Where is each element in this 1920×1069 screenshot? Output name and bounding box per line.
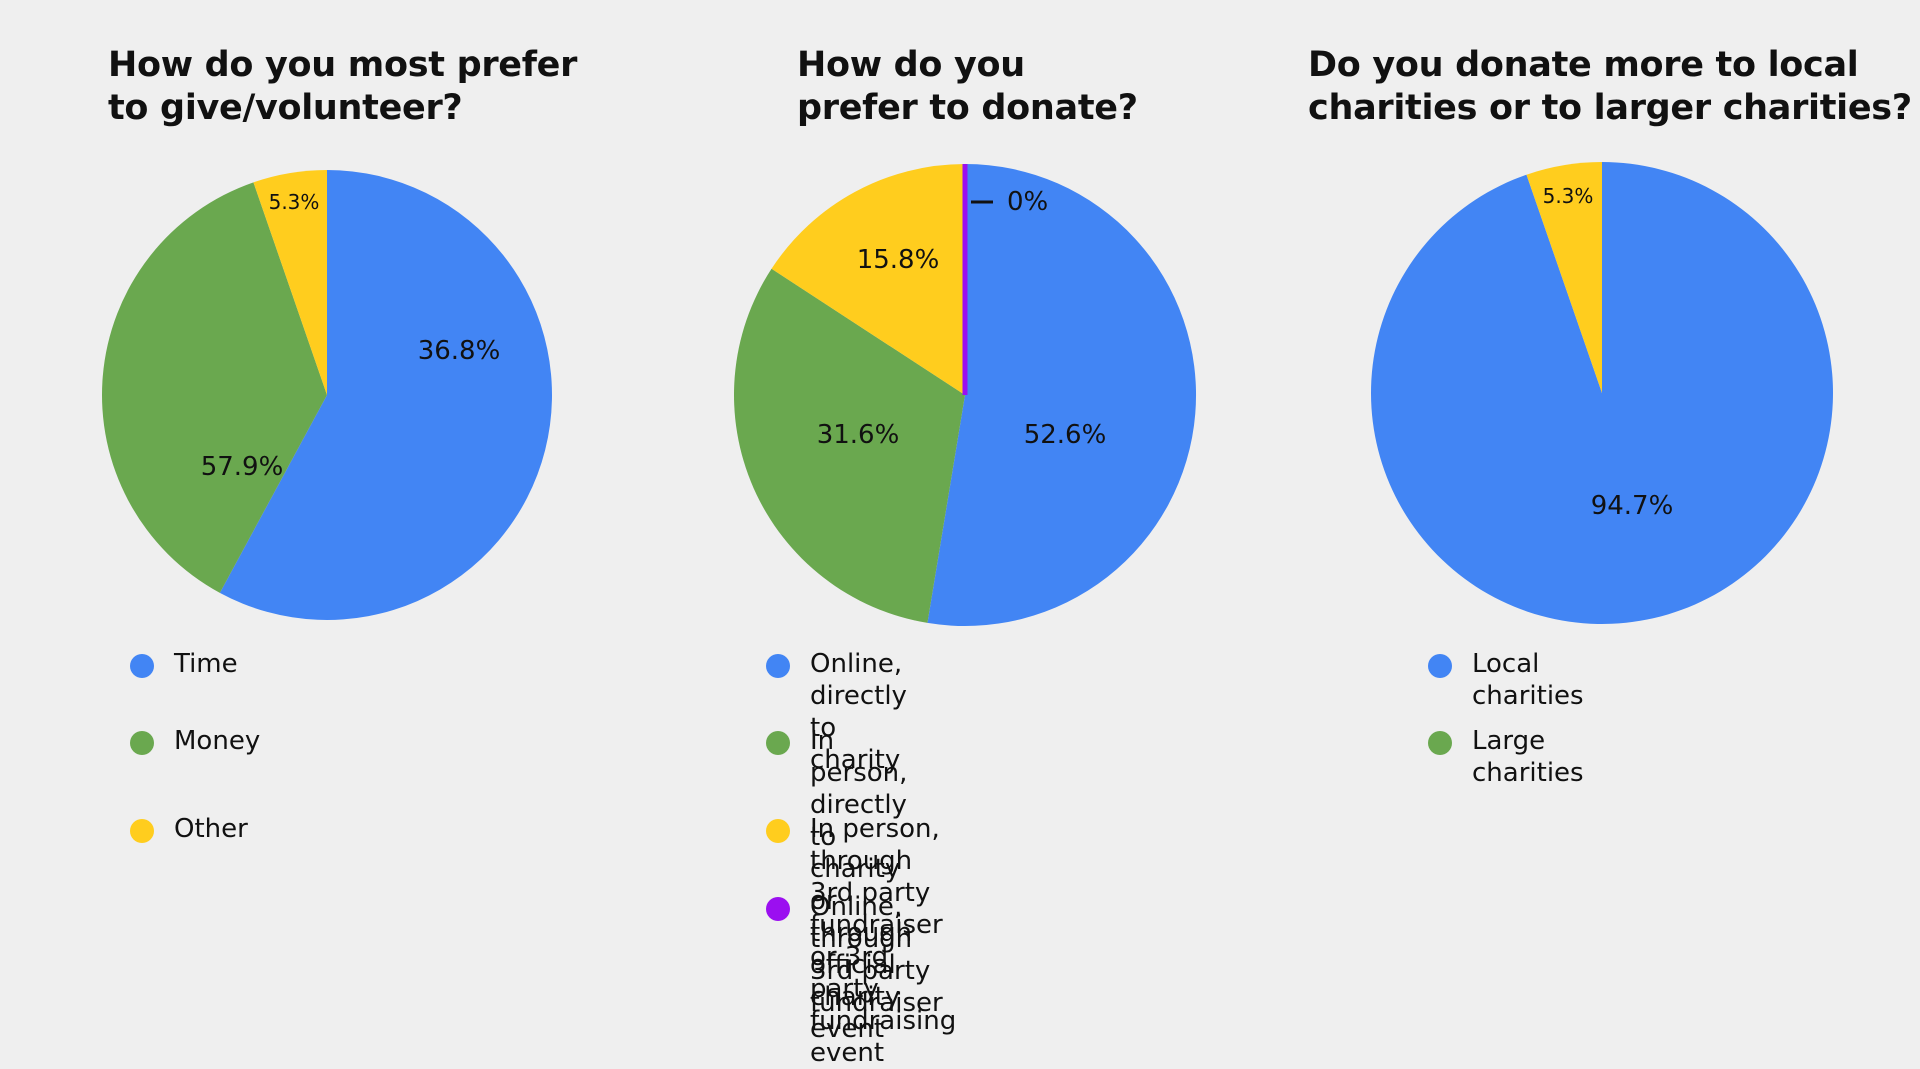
pie-slice-5-3 [1526,162,1602,393]
legend-swatch [766,654,790,678]
legend-swatch [130,731,154,755]
chart-title-line: to give/volunteer? [108,88,463,128]
slice-label: 52.6% [1024,420,1107,450]
slice-label: 94.7% [1591,491,1674,521]
pie-slice-other [253,170,327,395]
legend-label: Online, through 3rd party fundraiser [810,892,943,1018]
legend-swatch [766,819,790,843]
chart-title: Do you donate more to local charities or … [1308,44,1912,130]
chart-title-line: How do you most prefer [108,45,578,85]
pie-slice-in-person-directly-to-charity-or-through [733,268,965,623]
legend-label: Money [174,726,261,756]
pie-chart: 94.7% 5.3% [1370,162,1833,624]
slice-label: 57.9% [201,452,284,482]
legend-swatch [1428,654,1452,678]
pie-chart: 52.6% 31.6% 15.8% 0% [733,164,1197,626]
pie-chart: 57.9% 36.8% 5.3% [101,170,552,620]
pie-slice-online-directly-to-charity [927,164,1197,626]
chart-title-line: Do you donate more to local [1308,45,1859,85]
legend-label: Local charities [1472,649,1584,711]
legend-swatch [130,654,154,678]
slice-label: 5.3% [269,190,320,214]
chart-title: How do you most prefer to give/volunteer? [108,44,577,130]
legend-swatch [1428,731,1452,755]
slice-label: 31.6% [817,420,900,450]
pie-slice-time [219,170,552,620]
pie-slice-money [101,182,327,593]
chart-panel-donate-method: How do you prefer to donate? 52.6% 31.6% 15… [640,0,1320,1068]
pie-slice-in-person-through-3rd-party-fundraiser-o [771,164,965,395]
chart-title-line: How do you [797,45,1025,85]
pie-slice-local-charities [1370,162,1833,624]
chart-title-line: charities or to larger charities? [1308,88,1912,128]
chart-panel-give-volunteer: How do you most prefer to give/volunteer?… [0,0,640,963]
legend-label: Time [174,649,238,679]
legend-label: Online, directly to charity [810,649,907,775]
legend-label: Large charities [1472,726,1584,788]
chart-panel-local-vs-large: Do you donate more to local charities or … [1300,0,1920,963]
chart-title-line: prefer to donate? [797,88,1138,128]
chart-title: How do you prefer to donate? [797,44,1138,130]
slice-label: 0% [1007,187,1048,217]
legend-label: Other [174,814,248,844]
legend-swatch [130,819,154,843]
slice-label: 5.3% [1543,184,1594,208]
legend-swatch [766,731,790,755]
legend-swatch [766,897,790,921]
slice-label: 15.8% [857,245,940,275]
slice-label: 36.8% [418,336,501,366]
